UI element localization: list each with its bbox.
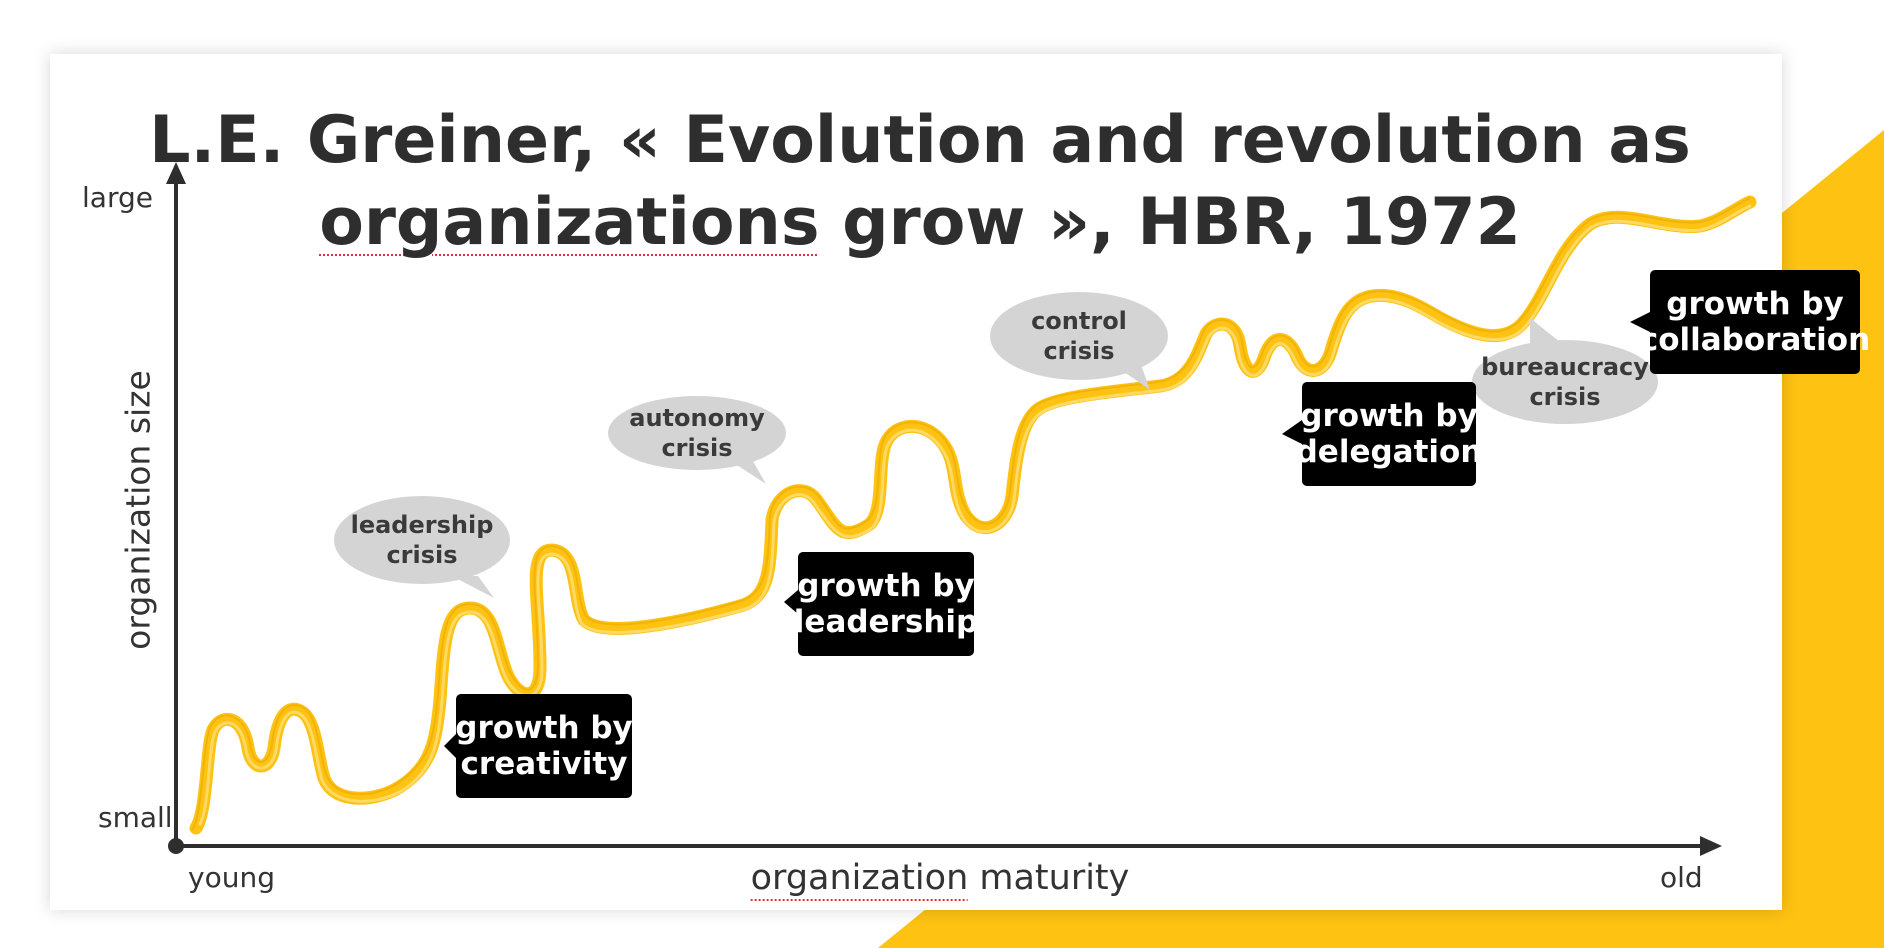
- crisis-bubble-autonomy: autonomy crisis: [608, 396, 786, 470]
- growth-label-creativity: growth by creativity: [455, 694, 633, 798]
- y-axis-arrow-icon: [166, 162, 186, 184]
- y-axis-top-label: large: [82, 181, 153, 214]
- y-axis-title: organization size: [118, 370, 158, 650]
- axes: [166, 162, 1722, 856]
- slide: [50, 54, 1782, 910]
- growth-label-collaboration: growth by collaboration: [1640, 270, 1870, 374]
- x-axis-right-label: old: [1660, 861, 1703, 894]
- slide-title: L.E. Greiner, « Evolution and revolution…: [149, 103, 1691, 260]
- crisis-bubble-leadership: leadership crisis: [334, 496, 510, 584]
- y-axis-bottom-label: small: [98, 801, 173, 834]
- x-axis-left-label: young: [188, 861, 275, 894]
- x-axis-title: organization maturity: [750, 858, 1130, 898]
- growth-label-leadership: growth by leadership: [794, 552, 978, 656]
- x-axis-arrow-icon: [1700, 836, 1722, 856]
- growth-curve: [189, 195, 1757, 835]
- crisis-bubble-control: control crisis: [990, 292, 1168, 380]
- crisis-bubble-bureaucracy: bureaucracy crisis: [1472, 340, 1658, 424]
- label-pointers: [444, 312, 1650, 758]
- axis-origin-dot: [168, 838, 184, 854]
- growth-label-delegation: growth by delegation: [1296, 382, 1482, 486]
